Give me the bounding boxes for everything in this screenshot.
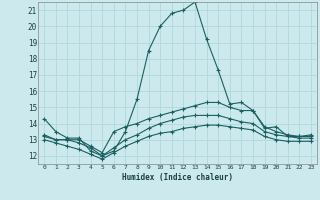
X-axis label: Humidex (Indice chaleur): Humidex (Indice chaleur) bbox=[122, 173, 233, 182]
